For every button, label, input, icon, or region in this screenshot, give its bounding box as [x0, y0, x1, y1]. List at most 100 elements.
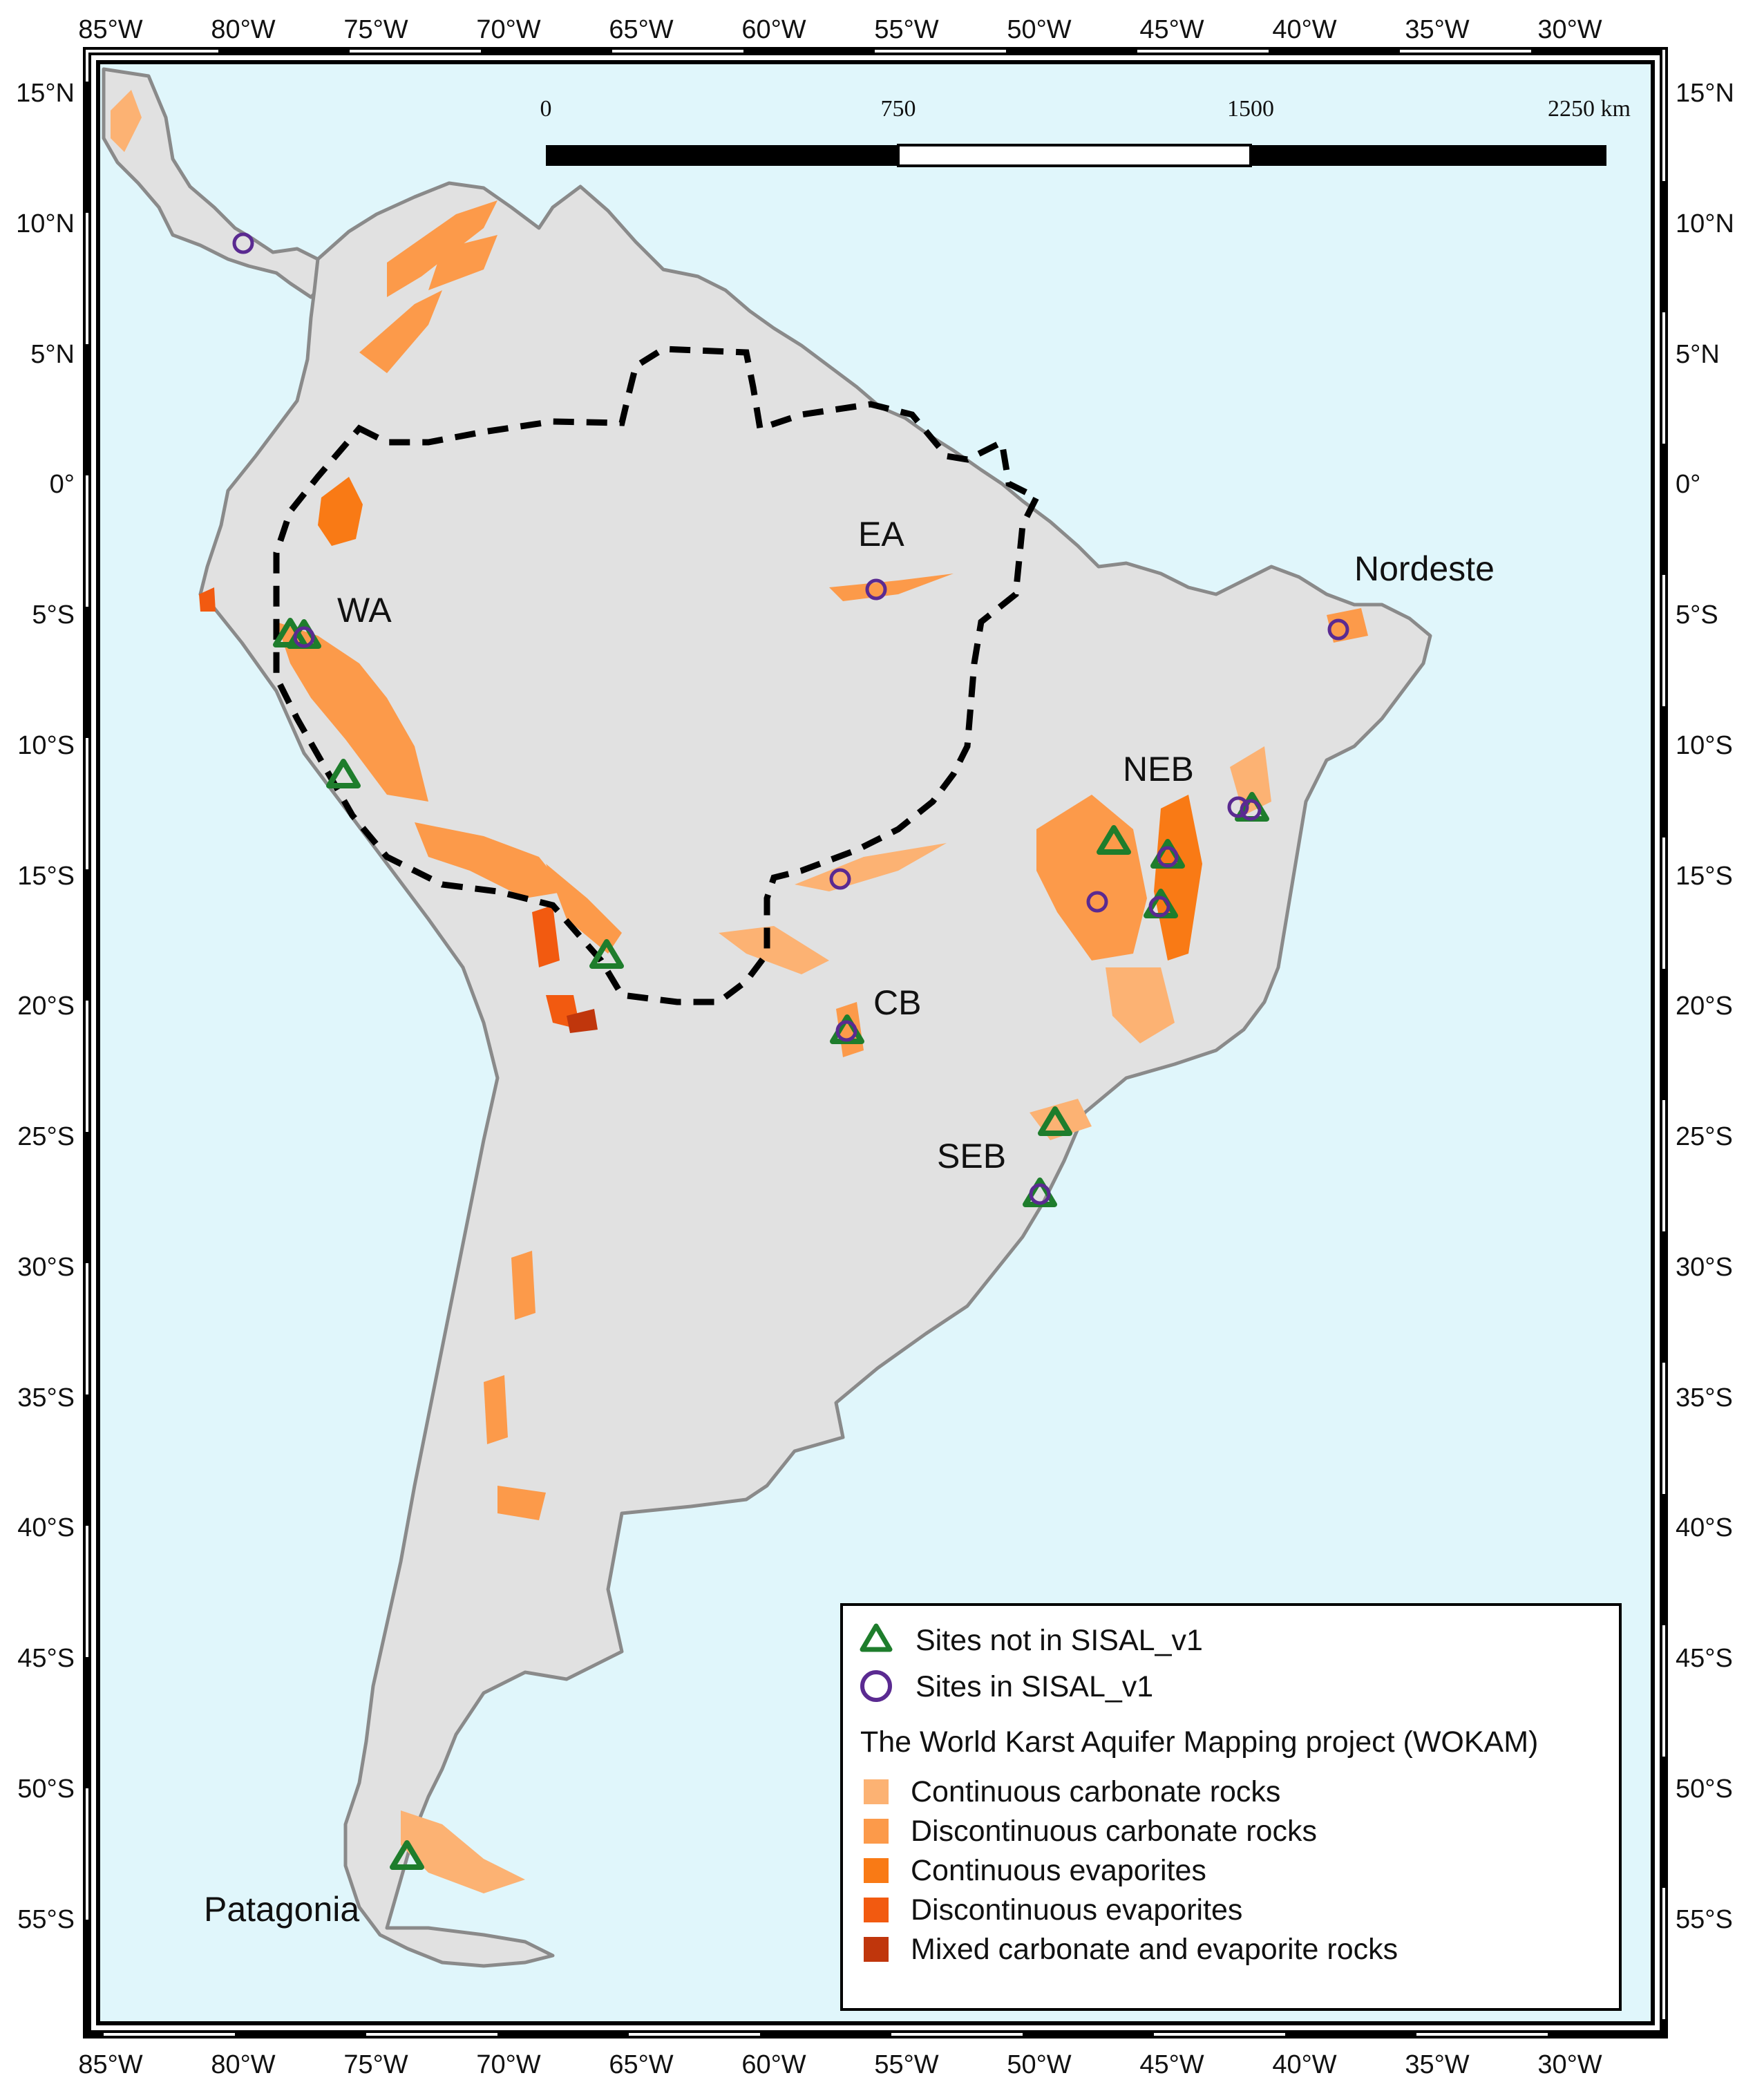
lon-label-bottom: 80°W [211, 2050, 275, 2079]
region-label-cb: CB [873, 983, 921, 1022]
karst-continuous-carbonate [401, 1810, 525, 1893]
site-circle [1327, 618, 1349, 641]
site-circle [232, 232, 254, 254]
scale-segment [1251, 145, 1606, 166]
karst-discontinuous-carbonate [415, 822, 567, 898]
karst-discontinuous-carbonate [359, 290, 442, 373]
site-circle [1148, 896, 1170, 918]
legend-item: Mixed carbonate and evaporite rocks [911, 1933, 1398, 1966]
lat-label-right: 35°S [1676, 1383, 1733, 1412]
lat-label-left: 10°N [16, 209, 75, 238]
legend-box [840, 1603, 1622, 2011]
lon-label-bottom: 45°W [1139, 2050, 1204, 2079]
scale-bar: 0 750 1500 2250 km [540, 96, 1631, 167]
site-circle [1240, 799, 1262, 821]
site-circle [1157, 846, 1179, 868]
scale-segment [897, 144, 1252, 167]
site-circle [1227, 796, 1249, 818]
site-triangle [326, 759, 361, 788]
lat-label-right: 10°S [1676, 731, 1733, 760]
karst-discontinuous-carbonate [497, 1486, 546, 1520]
legend-label-not-in-sisal: Sites not in SISAL_v1 [916, 1624, 1203, 1657]
region-label-ea: EA [858, 515, 904, 554]
site-circle [293, 626, 315, 648]
lat-label-left: 45°S [17, 1644, 75, 1673]
lat-label-right: 30°S [1676, 1253, 1733, 1282]
lat-label-right: 15°N [1676, 79, 1734, 108]
lon-label-top: 65°W [609, 15, 673, 44]
karst-continuous-carbonate [1106, 967, 1175, 1043]
region-label-patagonia: Patagonia [204, 1890, 359, 1929]
region-labels: WA EA Nordeste NEB CB SEB Patagonia [204, 515, 1495, 1929]
scale-label: 750 [881, 96, 916, 122]
lon-label-bottom: 75°W [343, 2050, 408, 2079]
site-triangle [589, 939, 624, 969]
lon-label-top: 85°W [78, 15, 142, 44]
site-circle [829, 868, 851, 890]
lon-label-bottom: 65°W [609, 2050, 673, 2079]
lat-label-left: 35°S [17, 1383, 75, 1412]
lon-label-top: 80°W [211, 15, 275, 44]
south-america-mainland [198, 181, 1432, 1968]
region-label-wa: WA [337, 591, 392, 630]
scale-label: 1500 [1227, 96, 1274, 122]
lat-label-left: 25°S [17, 1122, 75, 1151]
scale-label: 0 [540, 96, 552, 122]
legend-swatch-discontinuous-carbonate [864, 1819, 889, 1844]
legend-triangle-icon [860, 1623, 893, 1652]
lon-label-top: 75°W [343, 15, 408, 44]
legend-item: Continuous evaporites [911, 1854, 1206, 1887]
lat-label-right: 45°S [1676, 1644, 1733, 1673]
longitude-labels: 85°W 80°W 75°W 70°W 65°W 60°W 55°W 50°W … [78, 15, 1602, 2079]
site-circle [865, 578, 887, 600]
lat-label-left: 5°N [30, 340, 75, 369]
legend-item: Continuous carbonate rocks [911, 1775, 1280, 1808]
legend-circle-icon [860, 1670, 892, 1702]
legend-wokam-title: The World Karst Aquifer Mapping project … [860, 1725, 1538, 1759]
legend-item: Discontinuous evaporites [911, 1893, 1242, 1927]
landmass [102, 67, 1432, 1968]
legend-swatch-continuous-evaporites [864, 1858, 889, 1883]
lat-label-right: 5°N [1676, 340, 1720, 369]
lon-label-bottom: 55°W [874, 2050, 938, 2079]
scale-segment [546, 145, 898, 166]
map-frame [83, 47, 1668, 2038]
karst-continuous-evaporites [1154, 795, 1202, 961]
karst-discontinuous-evaporites [199, 587, 216, 612]
lon-label-bottom: 30°W [1537, 2050, 1602, 2079]
lon-label-top: 50°W [1007, 15, 1071, 44]
lon-label-top: 40°W [1272, 15, 1336, 44]
karst-discontinuous-carbonate [511, 1251, 535, 1320]
region-label-seb: SEB [937, 1137, 1006, 1175]
lat-label-right: 50°S [1676, 1775, 1733, 1804]
karst-discontinuous-carbonate [276, 622, 428, 802]
lat-label-right: 40°S [1676, 1513, 1733, 1542]
karst-discontinuous-carbonate [829, 574, 954, 601]
site-triangle [1038, 1106, 1072, 1136]
lat-label-right: 25°S [1676, 1122, 1733, 1151]
karst-discontinuous-carbonate [546, 864, 622, 954]
karst-continuous-carbonate [111, 90, 142, 152]
lat-label-left: 15°N [16, 79, 75, 108]
lat-label-right: 55°S [1676, 1905, 1733, 1934]
karst-continuous-carbonate [719, 926, 829, 974]
site-circle [1029, 1183, 1051, 1205]
lon-label-top: 30°W [1537, 15, 1602, 44]
lat-label-left: 5°S [32, 600, 75, 630]
lat-label-left: 0° [50, 470, 75, 499]
legend-swatch-continuous-carbonate [864, 1779, 889, 1804]
lat-label-left: 15°S [17, 862, 75, 891]
lon-label-bottom: 50°W [1007, 2050, 1071, 2079]
lat-label-left: 50°S [17, 1775, 75, 1804]
region-label-nordeste: Nordeste [1354, 549, 1495, 588]
lon-label-top: 55°W [874, 15, 938, 44]
lat-label-right: 15°S [1676, 862, 1733, 891]
lon-label-bottom: 35°W [1405, 2050, 1469, 2079]
karst-discontinuous-evaporites [532, 905, 560, 967]
legend-label-in-sisal: Sites in SISAL_v1 [916, 1670, 1153, 1703]
latitude-labels: 15°N 10°N 5°N 0° 5°S 10°S 15°S 20°S 25°S… [16, 79, 1734, 1934]
legend-swatch-mixed [864, 1937, 889, 1962]
lat-label-left: 30°S [17, 1253, 75, 1282]
lat-label-right: 20°S [1676, 992, 1733, 1021]
